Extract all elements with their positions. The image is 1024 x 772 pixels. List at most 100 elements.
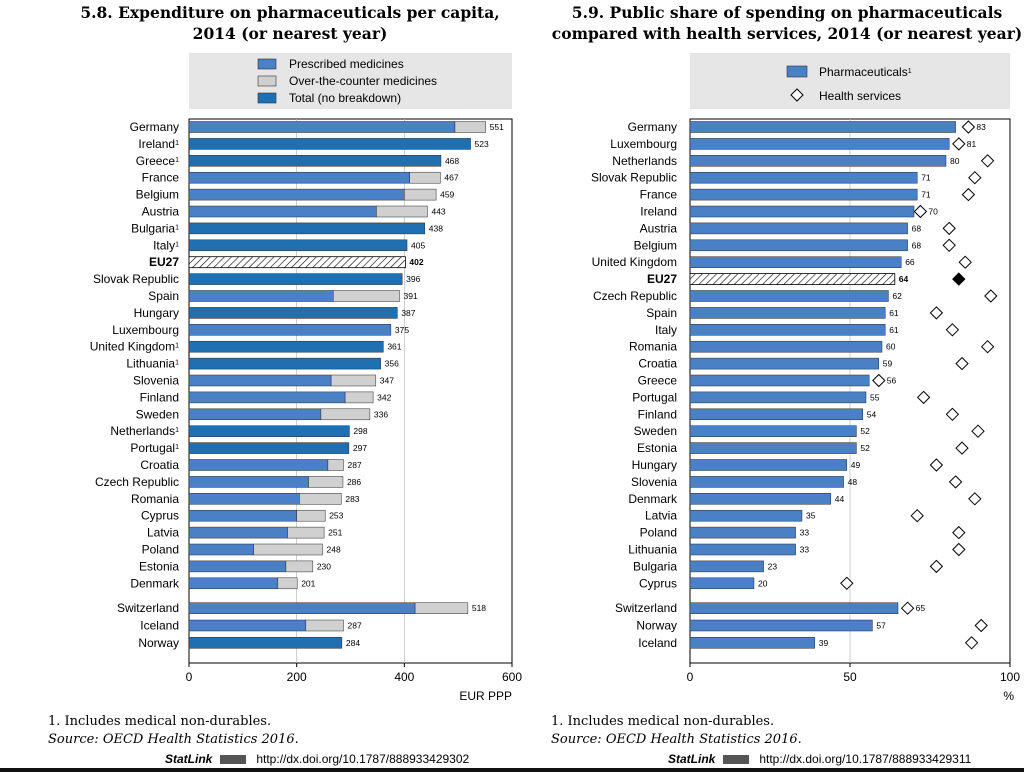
bar-prescribed: [188, 391, 346, 404]
row-label-right: Czech Republic: [593, 289, 677, 303]
row-label-left: EU27: [149, 255, 179, 269]
row-label-right: Finland: [638, 407, 677, 421]
bar-prescribed: [188, 459, 329, 471]
chart-title-right-line2: compared with health services, 2014 (or …: [551, 24, 1023, 43]
row-label-left: Belgium: [136, 188, 179, 202]
row-label-left: Poland: [142, 543, 179, 557]
footnote-marker: 1: [175, 427, 179, 434]
diamond-health-services: [955, 356, 969, 371]
row-label-left: United Kingdom1: [90, 340, 179, 354]
footnote-marker: 1: [908, 68, 912, 75]
statlink-right-url[interactable]: http://dx.doi.org/10.1787/888933429311: [759, 752, 972, 766]
value-label-right: 61: [889, 308, 899, 318]
diamond-health-services: [929, 458, 944, 472]
footnote-right-source-text: OECD Health Statistics 2016.: [601, 732, 802, 747]
value-label-right: 56: [887, 376, 897, 386]
row-label-right: EU27: [647, 272, 677, 286]
bar-total: [188, 222, 426, 235]
value-label-right: 59: [883, 359, 893, 369]
bar-prescribed: [188, 560, 287, 573]
row-label-right: Cyprus: [639, 576, 677, 590]
bar-otc: [287, 526, 325, 539]
bar-otc: [285, 560, 314, 573]
statlink-left-url[interactable]: http://dx.doi.org/10.1787/888933429302: [256, 752, 470, 766]
value-label-left: 438: [429, 223, 443, 233]
legend-left-label-2: Total (no breakdown): [289, 91, 401, 105]
bar-pharmaceuticals: [689, 171, 918, 184]
value-label-right: 52: [860, 443, 870, 453]
row-label-right: Iceland: [638, 636, 677, 650]
row-label-left: Slovak Republic: [93, 272, 179, 286]
bar-pharmaceuticals: [689, 560, 764, 573]
footnote-marker: 1: [175, 156, 179, 163]
row-label-right: United Kingdom: [592, 255, 677, 269]
bar-pharmaceuticals: [689, 602, 899, 614]
bar-otc: [327, 459, 344, 471]
bar-total: [188, 637, 343, 649]
value-label-left: 551: [490, 122, 504, 132]
bar-total: [188, 340, 384, 353]
row-label-left: Luxembourg: [112, 323, 179, 337]
bar-otc: [376, 205, 428, 218]
bar-total: [188, 357, 381, 370]
value-label-left: 201: [301, 578, 315, 588]
bar-otc: [404, 188, 437, 201]
value-label-right: 48: [848, 477, 858, 487]
value-label-left: 251: [328, 528, 342, 538]
row-label-right: France: [640, 188, 678, 202]
diamond-health-services: [929, 306, 944, 320]
row-label-right: Portugal: [632, 390, 677, 404]
diamond-health-services: [958, 255, 972, 269]
bar-otc: [296, 509, 326, 522]
value-label-right: 55: [870, 392, 880, 402]
diamond-health-services: [942, 221, 956, 236]
bar-pharmaceuticals: [689, 526, 796, 539]
chart-title-left-line1: 5.8. Expenditure on pharmaceuticals per …: [80, 3, 500, 22]
bar-total: [188, 138, 471, 150]
statlink-right-label: StatLink: [668, 752, 716, 766]
value-label-left: 248: [327, 545, 341, 555]
value-label-left: 286: [347, 477, 361, 487]
legend-left-label-1: Over-the-counter medicines: [289, 74, 437, 88]
bar-prescribed: [188, 526, 288, 539]
bar-prescribed: [188, 290, 334, 302]
row-label-right: Latvia: [645, 509, 677, 523]
bar-prescribed: [188, 188, 405, 201]
legend-left-swatch-2: [257, 92, 277, 104]
diamond-health-services: [980, 154, 995, 168]
value-label-left: 387: [401, 308, 415, 318]
diamond-health-services: [900, 601, 915, 615]
bar-pharmaceuticals: [689, 121, 956, 133]
statlink-left[interactable]: StatLink http://dx.doi.org/10.1787/888933…: [165, 752, 469, 766]
bar-pharmaceuticals: [689, 239, 908, 252]
bar-prescribed: [188, 121, 456, 133]
value-label-left: 459: [440, 190, 454, 200]
row-label-right: Norway: [636, 619, 677, 633]
row-label-right: Austria: [640, 221, 678, 235]
legend-right-diamond: [790, 88, 804, 102]
row-label-right: Spain: [646, 306, 677, 320]
footnote-right-note: 1. Includes medical non-durables.: [551, 714, 775, 729]
row-label-left: Croatia: [140, 458, 179, 472]
legend-right-label-0: Pharmaceuticals1: [819, 65, 912, 79]
bar-pharmaceuticals: [689, 222, 908, 235]
value-label-left: 518: [472, 603, 486, 613]
tick-label-right-0: 0: [687, 670, 694, 684]
row-label-left: Denmark: [130, 576, 180, 590]
value-label-right: 20: [758, 578, 768, 588]
statlink-right[interactable]: StatLink http://dx.doi.org/10.1787/888933…: [668, 752, 971, 766]
value-label-left: 347: [380, 376, 394, 386]
footnote-marker: 1: [175, 241, 179, 248]
footnote-marker: 1: [175, 139, 179, 146]
bar-pharmaceuticals: [689, 391, 867, 404]
bar-otc: [305, 619, 344, 632]
value-label-left: 287: [348, 621, 362, 631]
diamond-health-services: [945, 323, 960, 337]
value-label-left: 336: [374, 409, 388, 419]
legend-left-swatch-0: [257, 58, 277, 70]
diamond-health-services: [974, 618, 988, 633]
bar-pharmaceuticals: [689, 543, 796, 556]
bar-pharmaceuticals: [689, 374, 870, 387]
value-label-right: 64: [899, 274, 909, 284]
bar-pharmaceuticals: [689, 155, 947, 167]
